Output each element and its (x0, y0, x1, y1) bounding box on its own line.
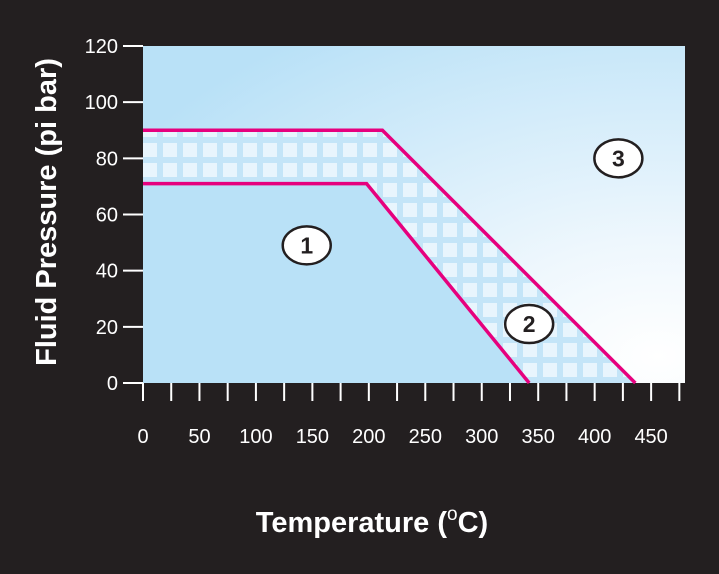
region-label-1: 1 (281, 225, 332, 266)
x-tick-label: 450 (634, 426, 667, 448)
x-tick-label: 400 (578, 426, 611, 448)
region-label-text: 2 (523, 311, 536, 337)
x-axis-title-superscript: o (447, 504, 458, 525)
region-labels: 1 2 3 (281, 138, 644, 345)
x-tick-label: 350 (522, 426, 555, 448)
region-label-text: 1 (300, 232, 313, 258)
y-tick-label: 120 (85, 36, 118, 58)
y-axis: 0 20 40 60 80 100 120 (85, 36, 143, 395)
region-label-text: 3 (612, 145, 625, 171)
x-tick-label: 50 (188, 426, 210, 448)
region-label-circle (593, 138, 644, 179)
y-tick-label: 100 (85, 92, 118, 114)
boundary-line-upper (143, 128, 637, 385)
x-tick-label: 300 (465, 426, 498, 448)
region-label-circle (503, 303, 555, 345)
boundary-line-lower (143, 181, 531, 385)
y-axis-title: Fluid Pressure (pi bar) (31, 58, 63, 366)
x-axis-title: Temperature (oC) (256, 504, 488, 539)
x-axis: 0 50 100 150 200 250 300 350 400 450 (137, 383, 681, 448)
y-tick-label: 0 (107, 373, 118, 395)
x-tick-label: 0 (137, 426, 148, 448)
x-tick-label: 100 (239, 426, 272, 448)
plot-area (143, 46, 685, 385)
region-label-circle (281, 225, 332, 266)
y-tick-label: 80 (96, 148, 118, 170)
x-axis-title-main: Temperature ( (256, 507, 448, 539)
y-tick-label: 40 (96, 261, 118, 283)
x-tick-label: 200 (352, 426, 385, 448)
x-axis-title-end: C) (458, 507, 489, 539)
y-tick-label: 60 (96, 205, 118, 227)
region-1-fill (143, 183, 530, 383)
region-label-3: 3 (593, 138, 644, 179)
region-label-2: 2 (503, 303, 555, 345)
y-tick-label: 20 (96, 317, 118, 339)
x-tick-label: 150 (296, 426, 329, 448)
x-tick-label: 250 (409, 426, 442, 448)
